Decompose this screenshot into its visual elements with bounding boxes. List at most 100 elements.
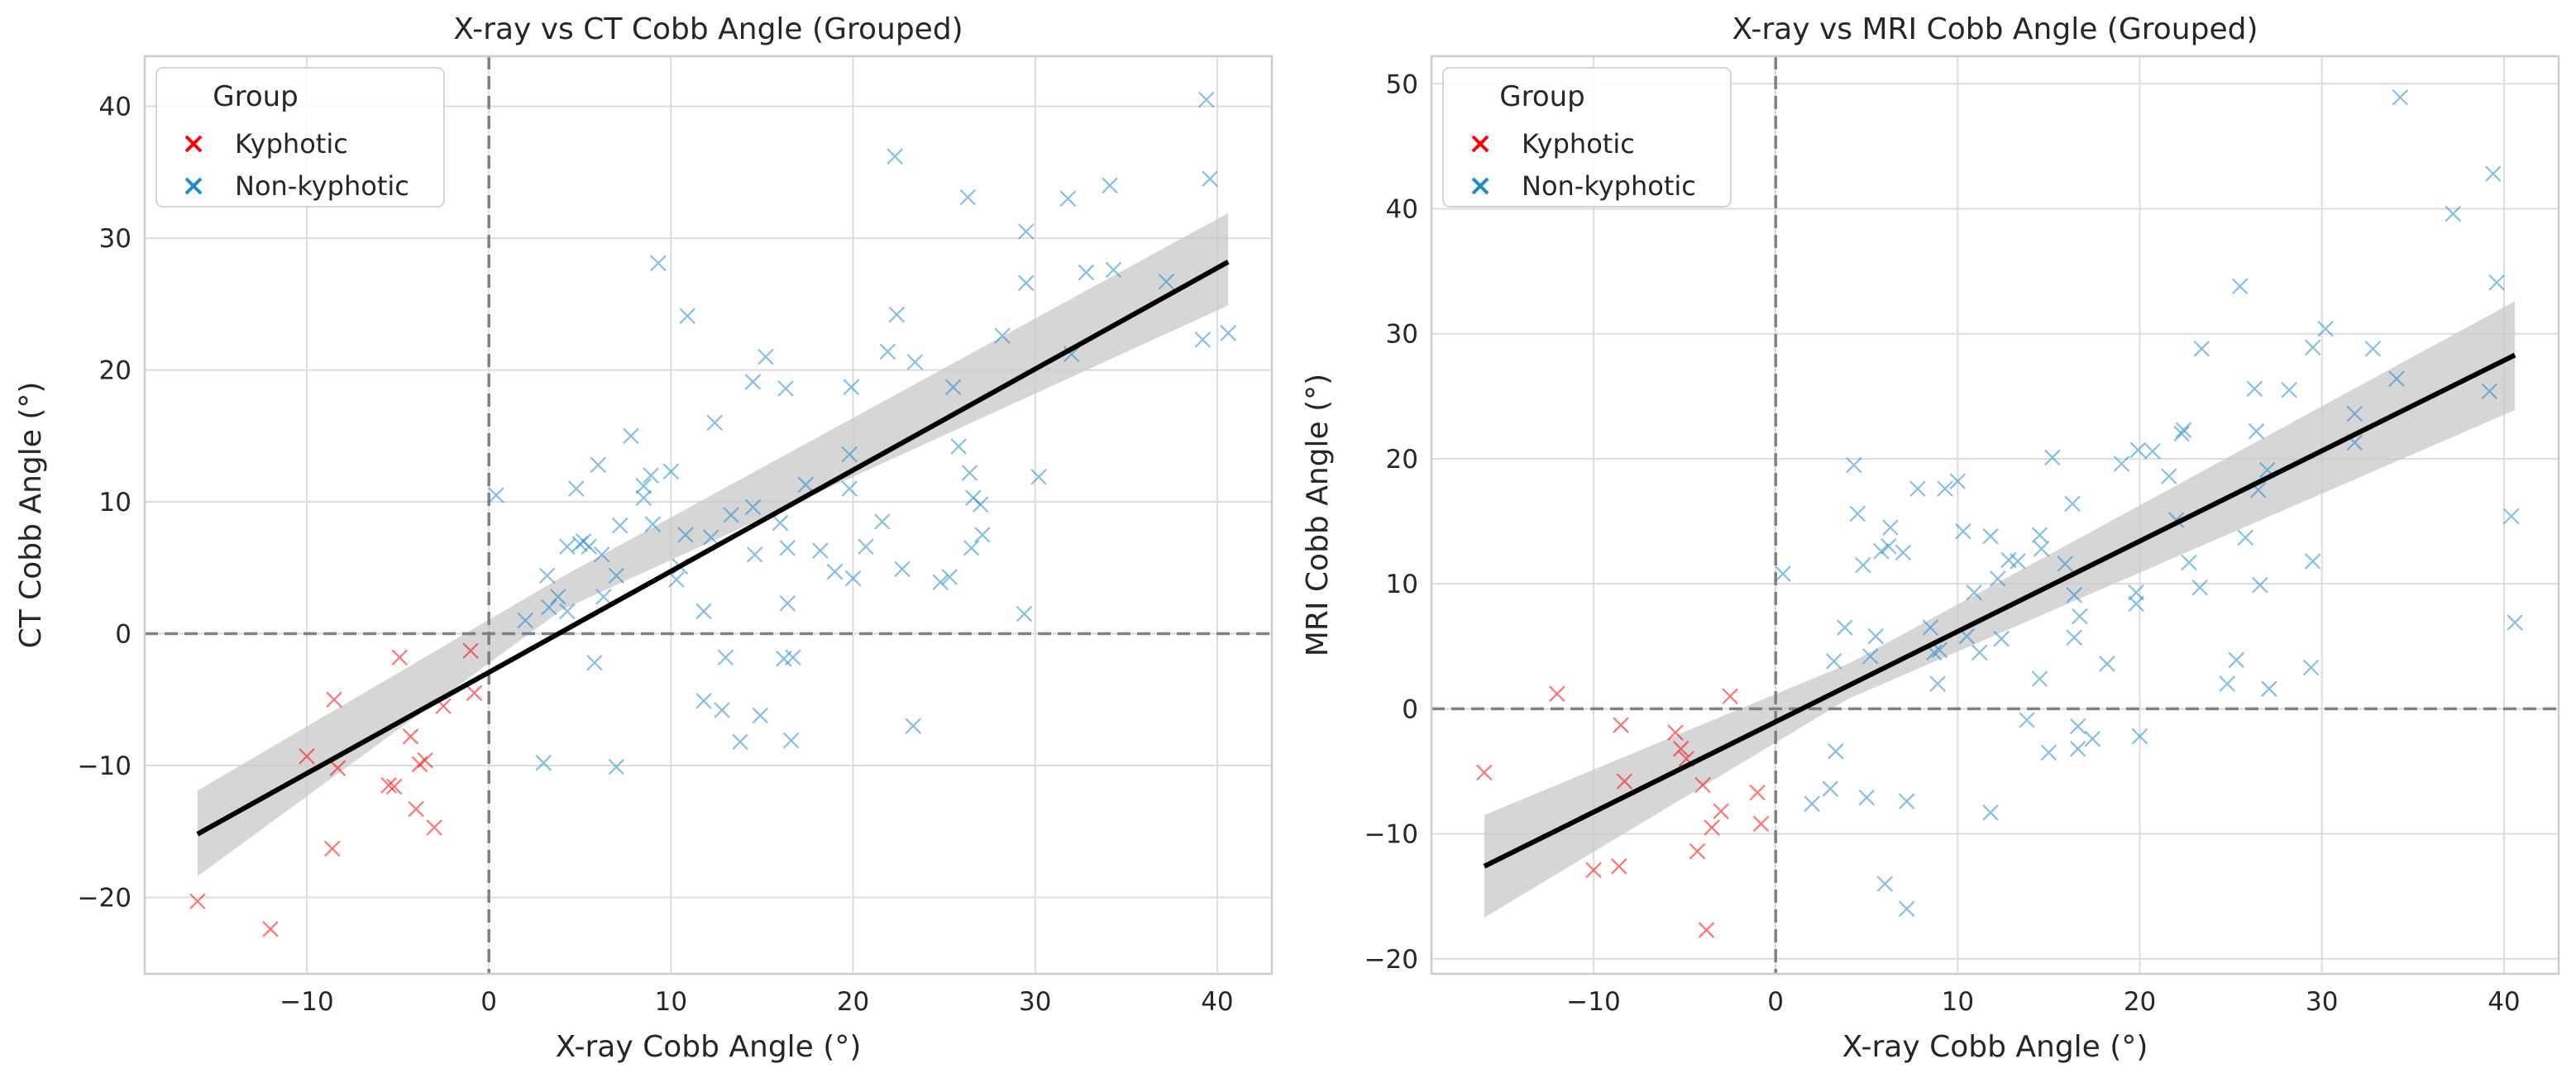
chart-0-data-point: [975, 527, 990, 542]
chart-0-data-point: [1019, 224, 1034, 239]
chart-1-data-point: [2045, 450, 2060, 465]
chart-1-data-point: [2032, 527, 2047, 542]
chart-1-title: X-ray vs MRI Cobb Angle (Grouped): [1732, 12, 2258, 46]
chart-0-data-point: [1195, 332, 1210, 347]
chart-0-data-point: [858, 539, 873, 554]
chart-0-data-point: [392, 650, 407, 665]
chart-1-data-point: [2304, 660, 2319, 675]
chart-1-x-tick-label: 40: [2488, 987, 2520, 1017]
chart-0-data-point: [1102, 178, 1117, 193]
chart-0-data-point: [467, 685, 482, 700]
chart-0-data-point: [784, 733, 799, 748]
chart-1-data-point: [2504, 509, 2519, 524]
chart-1-data-point: [2162, 469, 2177, 484]
chart-0-confidence-band: [198, 213, 1228, 876]
chart-0-data-point: [786, 650, 801, 665]
chart-0-data-point: [609, 760, 624, 775]
chart-0-data-point: [636, 479, 651, 494]
chart-1-y-tick-label: 50: [1386, 69, 1418, 99]
chart-1-data-point: [2282, 383, 2296, 398]
chart-1-data-point: [2229, 652, 2244, 667]
chart-1-legend-label: Non-kyphotic: [1522, 170, 1696, 202]
chart-0-legend-label: Non-kyphotic: [235, 170, 409, 202]
chart-0-data-point: [596, 589, 611, 604]
chart-1-data-point: [2072, 608, 2087, 623]
chart-1-data-point: [2194, 341, 2209, 356]
chart-0-data-point: [1202, 171, 1217, 186]
chart-1-data-point: [2182, 555, 2196, 570]
chart-1-y-tick-label: −10: [1364, 820, 1418, 850]
chart-0-x-tick-label: 20: [837, 987, 869, 1017]
chart-0-data-point: [1199, 93, 1214, 107]
chart-0-data-point: [875, 514, 890, 529]
chart-1-data-point: [1723, 689, 1737, 704]
chart-1-x-tick-label: 30: [2306, 987, 2338, 1017]
chart-0-data-point: [813, 543, 828, 558]
chart-0-data-point: [590, 457, 605, 472]
chart-1-data-point: [2507, 615, 2522, 630]
chart-0-data-point: [696, 603, 711, 618]
chart-0-title: X-ray vs CT Cobb Angle (Grouped): [453, 12, 963, 46]
chart-1-data-point: [2071, 742, 2086, 756]
chart-1-data-point: [1859, 790, 1874, 805]
chart-0-data-point: [844, 379, 858, 394]
chart-1-data-point: [2019, 713, 2034, 727]
chart-1-x-tick-label: −10: [1566, 987, 1620, 1017]
chart-1-data-point: [1938, 481, 1952, 496]
chart-1-data-point: [2486, 166, 2501, 181]
chart-0-data-point: [696, 694, 711, 708]
chart-0-data-point: [778, 381, 793, 396]
chart-0-data-point: [895, 561, 910, 576]
chart-0-data-point: [714, 703, 729, 718]
chart-1-data-point: [1895, 545, 1910, 560]
chart-0-data-point: [828, 565, 843, 580]
chart-0-data-point: [263, 922, 278, 937]
chart-1-data-point: [2249, 424, 2263, 439]
chart-0-data-point: [933, 575, 948, 589]
chart-0-y-tick-label: 40: [99, 93, 131, 122]
chart-0-data-point: [489, 488, 504, 503]
chart-0-data-point: [960, 190, 975, 205]
chart-0-data-point: [745, 374, 760, 389]
chart-0-data-point: [758, 350, 773, 365]
chart-1-data-point: [2489, 275, 2504, 290]
chart-0-data-point: [880, 344, 895, 359]
chart-0-y-tick-label: −10: [78, 751, 131, 781]
chart-0-data-point: [1019, 275, 1034, 290]
chart-0-y-tick-label: −20: [78, 884, 131, 913]
chart-0-data-point: [409, 802, 423, 817]
chart-1-data-point: [2247, 381, 2262, 396]
chart-0-data-point: [780, 541, 795, 556]
chart-0-data-point: [707, 415, 722, 430]
chart-0-panel: −10 0 10 20 30 40−20−10010203040X-ray vs CT C…: [14, 12, 1272, 1064]
chart-0-x-tick-label: 10: [655, 987, 687, 1017]
chart-1-data-point: [1900, 794, 1914, 808]
chart-0-data-point: [587, 656, 602, 670]
chart-1-x-tick-label: 20: [2124, 987, 2156, 1017]
chart-0-data-point: [889, 308, 904, 322]
chart-1-data-point: [1699, 923, 1713, 937]
chart-1-data-point: [2233, 279, 2248, 293]
chart-1-data-point: [1704, 820, 1719, 835]
chart-1-x-tick-label: 0: [1767, 987, 1784, 1017]
chart-0-data-point: [613, 518, 628, 533]
chart-0-data-point: [718, 650, 733, 665]
chart-1-data-point: [2100, 656, 2115, 671]
chart-1-x-tick-label: 10: [1942, 987, 1974, 1017]
chart-0-data-point: [733, 734, 748, 749]
chart-1-data-point: [1477, 766, 1492, 780]
chart-0-data-point: [643, 468, 658, 483]
chart-1-y-tick-label: 10: [1386, 570, 1418, 599]
chart-1-data-point: [2071, 719, 2086, 734]
chart-0-data-point: [624, 428, 638, 443]
chart-1-data-point: [1877, 876, 1892, 891]
chart-0-data-point: [680, 308, 695, 323]
chart-1-x-axis-label: X-ray Cobb Angle (°): [1842, 1030, 2148, 1064]
chart-1-data-point: [1994, 632, 2009, 646]
chart-0-x-tick-label: −10: [280, 987, 333, 1017]
chart-0-data-point: [325, 841, 340, 856]
chart-0-data-point: [651, 255, 666, 270]
chart-1-data-point: [2085, 732, 2100, 746]
chart-1-legend: Group Kyphotic Non-kyphotic: [1443, 68, 1731, 207]
chart-1-legend-label: Kyphotic: [1522, 128, 1635, 160]
